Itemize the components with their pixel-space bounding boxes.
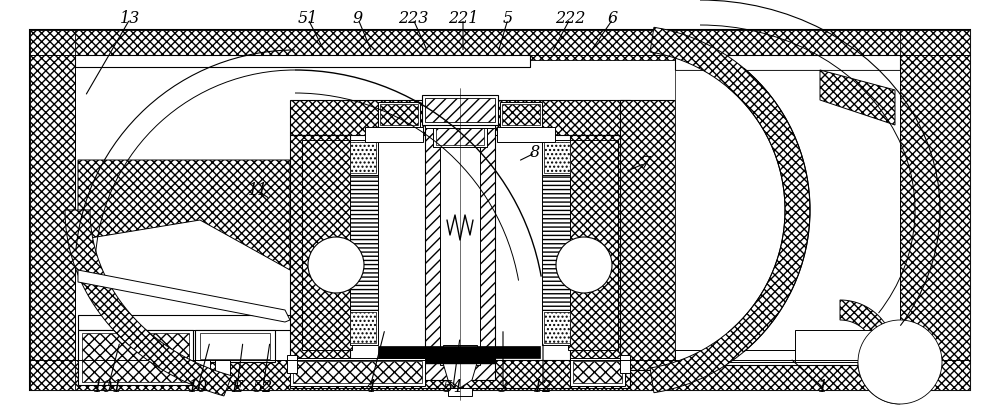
Polygon shape xyxy=(443,363,477,388)
Bar xyxy=(620,355,630,373)
Bar xyxy=(350,140,378,175)
Bar xyxy=(30,30,970,390)
Text: 1: 1 xyxy=(818,379,828,396)
Bar xyxy=(422,95,498,125)
Bar xyxy=(350,312,376,343)
Bar xyxy=(287,355,297,373)
Bar xyxy=(378,102,420,127)
Bar xyxy=(75,55,530,67)
Polygon shape xyxy=(840,300,895,355)
Text: 5: 5 xyxy=(503,10,513,27)
Bar xyxy=(440,145,480,365)
Bar xyxy=(425,98,495,122)
Bar xyxy=(500,102,542,127)
Polygon shape xyxy=(65,210,232,396)
Bar xyxy=(195,360,210,378)
Circle shape xyxy=(556,237,612,293)
Bar xyxy=(502,104,540,125)
Circle shape xyxy=(308,237,364,293)
Bar xyxy=(380,104,418,125)
Bar xyxy=(795,330,900,362)
Text: 9: 9 xyxy=(353,10,363,27)
Text: 101: 101 xyxy=(93,379,123,396)
Bar xyxy=(425,120,495,128)
Polygon shape xyxy=(858,362,900,404)
Bar xyxy=(675,70,900,350)
Bar xyxy=(30,30,75,390)
Text: 223: 223 xyxy=(398,10,428,27)
Bar xyxy=(78,330,193,385)
Bar xyxy=(290,360,630,388)
Text: 13: 13 xyxy=(120,10,140,27)
Text: 3: 3 xyxy=(498,379,508,396)
Text: 222: 222 xyxy=(555,10,585,27)
Text: 51: 51 xyxy=(298,10,318,27)
Bar xyxy=(542,310,570,345)
Polygon shape xyxy=(78,160,290,270)
Bar xyxy=(30,360,970,390)
Bar xyxy=(350,310,378,345)
Polygon shape xyxy=(820,70,895,125)
Text: E: E xyxy=(231,379,243,396)
Bar xyxy=(436,127,484,145)
Text: 54: 54 xyxy=(443,379,463,396)
Text: 6: 6 xyxy=(608,10,618,27)
Bar xyxy=(544,312,570,343)
Bar xyxy=(425,125,495,380)
Bar xyxy=(290,358,425,386)
Bar xyxy=(568,140,618,350)
Bar xyxy=(620,100,675,370)
Bar xyxy=(433,125,487,147)
Bar xyxy=(215,360,230,378)
Bar xyxy=(82,333,189,382)
Bar xyxy=(290,135,350,360)
Bar xyxy=(425,358,495,364)
Bar xyxy=(443,345,477,363)
Text: 12: 12 xyxy=(533,379,553,396)
Bar xyxy=(350,175,378,310)
Bar xyxy=(350,142,376,173)
Bar xyxy=(302,140,352,350)
Text: 11: 11 xyxy=(248,182,268,199)
Bar xyxy=(290,100,630,135)
Bar xyxy=(544,142,570,173)
Polygon shape xyxy=(78,270,290,322)
Bar xyxy=(30,30,970,60)
Bar xyxy=(497,127,555,142)
Text: 8: 8 xyxy=(530,145,540,161)
Bar xyxy=(675,350,795,362)
Circle shape xyxy=(858,320,942,404)
Bar xyxy=(200,333,270,359)
Bar xyxy=(675,350,900,365)
Bar xyxy=(675,55,900,70)
Text: 10: 10 xyxy=(188,379,208,396)
Bar xyxy=(570,135,630,360)
Bar xyxy=(900,30,970,390)
Bar xyxy=(195,330,275,362)
Bar xyxy=(573,361,622,383)
Polygon shape xyxy=(650,27,810,393)
Bar xyxy=(293,361,422,383)
Bar xyxy=(378,346,540,358)
Bar xyxy=(542,140,570,175)
Text: 52: 52 xyxy=(253,379,273,396)
Bar xyxy=(542,175,570,310)
Text: 7: 7 xyxy=(640,155,650,172)
Text: 4: 4 xyxy=(365,379,375,396)
Bar xyxy=(448,388,472,396)
Text: 221: 221 xyxy=(448,10,478,27)
Bar xyxy=(365,127,423,142)
Bar xyxy=(78,315,293,330)
Bar xyxy=(570,358,625,386)
